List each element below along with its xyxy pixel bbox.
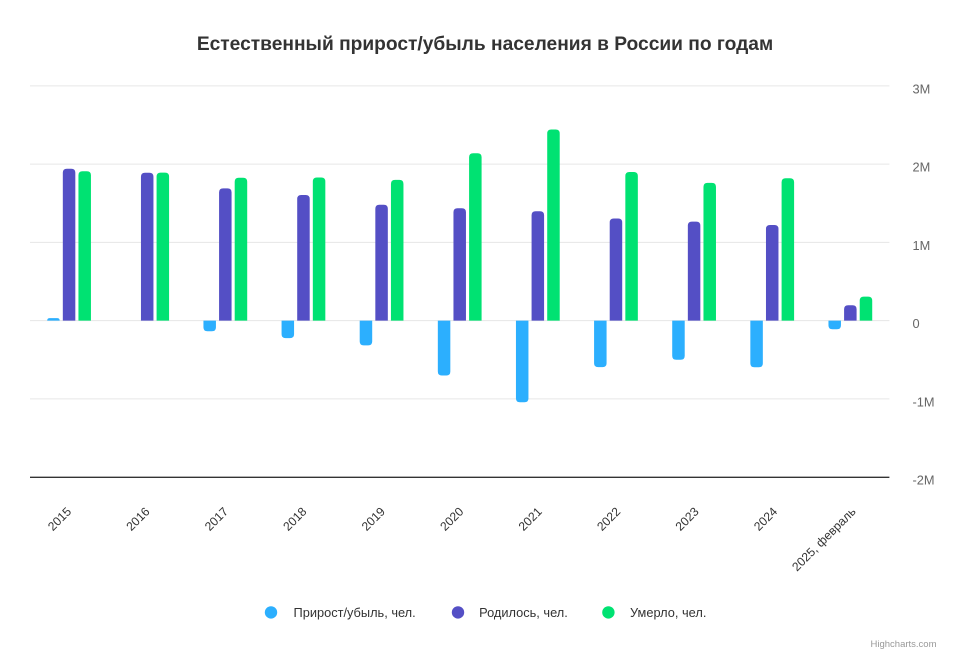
svg-text:Естественный прирост/убыль нас: Естественный прирост/убыль населения в Р… bbox=[197, 34, 773, 55]
svg-text:1M: 1M bbox=[913, 238, 931, 253]
svg-text:Родилось, чел.: Родилось, чел. bbox=[479, 605, 568, 620]
svg-text:2M: 2M bbox=[913, 160, 931, 175]
svg-text:-2M: -2M bbox=[913, 473, 935, 488]
svg-text:3M: 3M bbox=[913, 81, 931, 96]
svg-text:0: 0 bbox=[913, 316, 920, 331]
svg-text:Прирост/убыль, чел.: Прирост/убыль, чел. bbox=[294, 605, 416, 620]
svg-text:-1M: -1M bbox=[913, 394, 935, 409]
svg-text:Highcharts.com: Highcharts.com bbox=[871, 639, 937, 650]
svg-text:Умерло, чел.: Умерло, чел. bbox=[630, 605, 706, 620]
